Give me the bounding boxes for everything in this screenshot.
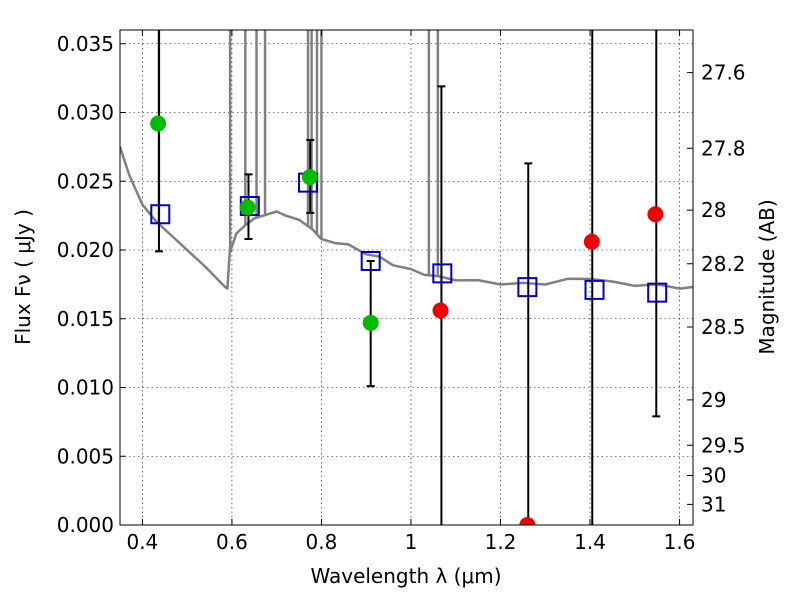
plot-background — [120, 30, 693, 525]
detection-point — [362, 314, 379, 331]
upper-limit-point — [519, 517, 536, 525]
model-point — [647, 282, 668, 303]
sed-line — [120, 146, 693, 290]
y-tick-label: 0.020 — [57, 238, 114, 262]
detection-point — [301, 169, 318, 186]
x-tick-label: 0.4 — [126, 530, 158, 554]
model-point — [150, 204, 171, 225]
y2-tick-label: 28.5 — [701, 315, 746, 339]
y-tick-label: 0.025 — [57, 169, 114, 193]
y-tick-label: 0.005 — [57, 444, 114, 468]
model-point — [584, 279, 605, 300]
axes: 0.4 0.6 0.8 1 1.2 1.4 1.6 0.000 0.005 0.010 0.015 0… — [57, 30, 746, 554]
y2-tick-label: 27.8 — [701, 136, 746, 160]
upper-limit-point — [432, 302, 449, 319]
y-tick-label: 0.030 — [57, 101, 114, 125]
x-tick-label: 0.6 — [216, 530, 248, 554]
model-point — [517, 277, 538, 298]
y-tick-label: 0.010 — [57, 376, 114, 400]
model-point — [432, 263, 453, 284]
y-tick-label: 0.035 — [57, 32, 114, 56]
y2-tick-label: 28 — [701, 198, 726, 222]
y2-tick-label: 27.6 — [701, 61, 746, 85]
detection-point — [239, 199, 256, 216]
y2-tick-label: 29 — [701, 388, 726, 412]
x-tick-label: 0.8 — [306, 530, 338, 554]
y-tick-label: 0.000 — [57, 513, 114, 537]
y2-tick-label: 28.2 — [701, 252, 746, 276]
y2-tick-label: 31 — [701, 492, 726, 516]
plot-area — [120, 30, 693, 525]
x-tick-label: 1.6 — [664, 530, 696, 554]
y-tick-label: 0.015 — [57, 307, 114, 331]
detection-point — [150, 115, 167, 132]
y2-axis-title: Magnitude (AB) — [755, 199, 779, 354]
upper-limit-point — [647, 206, 664, 223]
plot-frame — [119, 29, 694, 526]
x-axis-title: Wavelength λ (μm) — [310, 564, 501, 588]
x-tick-label: 1.2 — [485, 530, 517, 554]
y-axis-title: Flux Fν ( μJy ) — [11, 209, 35, 345]
model-point — [360, 251, 381, 271]
x-tick-label: 1 — [405, 530, 418, 554]
upper-limit-point — [583, 233, 600, 250]
y2-tick-label: 29.5 — [701, 433, 746, 457]
x-tick-label: 1.4 — [574, 530, 606, 554]
y2-tick-label: 30 — [701, 464, 726, 488]
